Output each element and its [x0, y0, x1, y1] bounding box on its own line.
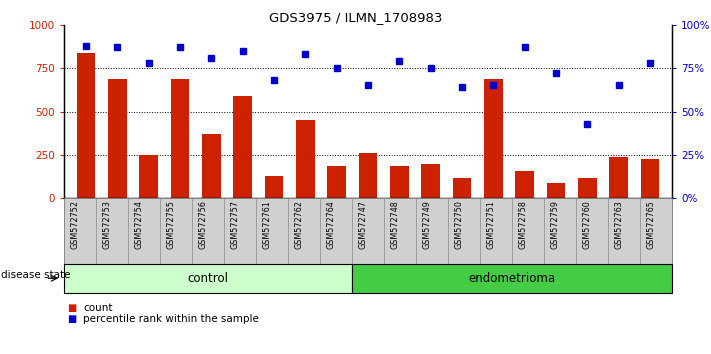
- Bar: [547, 183, 565, 198]
- Text: GSM572765: GSM572765: [647, 200, 656, 249]
- Bar: [264, 176, 284, 198]
- Text: GSM572752: GSM572752: [71, 200, 80, 249]
- Bar: [390, 166, 409, 198]
- Bar: [139, 155, 158, 198]
- Text: endometrioma: endometrioma: [469, 272, 555, 285]
- Text: GSM572763: GSM572763: [615, 200, 624, 249]
- Text: ■: ■: [68, 314, 77, 324]
- Bar: [296, 120, 315, 198]
- Bar: [578, 178, 597, 198]
- Bar: [515, 171, 534, 198]
- Text: GSM572764: GSM572764: [327, 200, 336, 249]
- Text: GSM572757: GSM572757: [231, 200, 240, 249]
- Text: GSM572747: GSM572747: [359, 200, 368, 249]
- Text: GSM572755: GSM572755: [167, 200, 176, 249]
- Bar: [421, 164, 440, 198]
- Bar: [452, 178, 471, 198]
- Bar: [77, 52, 95, 198]
- Bar: [609, 158, 628, 198]
- Bar: [484, 79, 503, 198]
- Text: GSM572751: GSM572751: [487, 200, 496, 249]
- Text: GSM572758: GSM572758: [519, 200, 528, 249]
- Text: GSM572761: GSM572761: [263, 200, 272, 249]
- Bar: [202, 134, 220, 198]
- Bar: [327, 166, 346, 198]
- Text: ■: ■: [68, 303, 77, 313]
- Text: GSM572750: GSM572750: [455, 200, 464, 249]
- Text: GSM572753: GSM572753: [103, 200, 112, 249]
- Text: percentile rank within the sample: percentile rank within the sample: [83, 314, 259, 324]
- Text: GSM572749: GSM572749: [423, 200, 432, 249]
- Text: GSM572754: GSM572754: [135, 200, 144, 249]
- Bar: [171, 79, 189, 198]
- Text: GDS3975 / ILMN_1708983: GDS3975 / ILMN_1708983: [269, 11, 442, 24]
- Text: GSM572756: GSM572756: [199, 200, 208, 249]
- Text: GSM572760: GSM572760: [583, 200, 592, 249]
- Text: control: control: [188, 272, 228, 285]
- Bar: [358, 153, 378, 198]
- Bar: [233, 96, 252, 198]
- Text: count: count: [83, 303, 112, 313]
- Text: GSM572762: GSM572762: [295, 200, 304, 249]
- Text: disease state: disease state: [1, 270, 70, 280]
- Text: GSM572748: GSM572748: [391, 200, 400, 249]
- Text: GSM572759: GSM572759: [551, 200, 560, 249]
- Bar: [108, 79, 127, 198]
- Bar: [641, 159, 659, 198]
